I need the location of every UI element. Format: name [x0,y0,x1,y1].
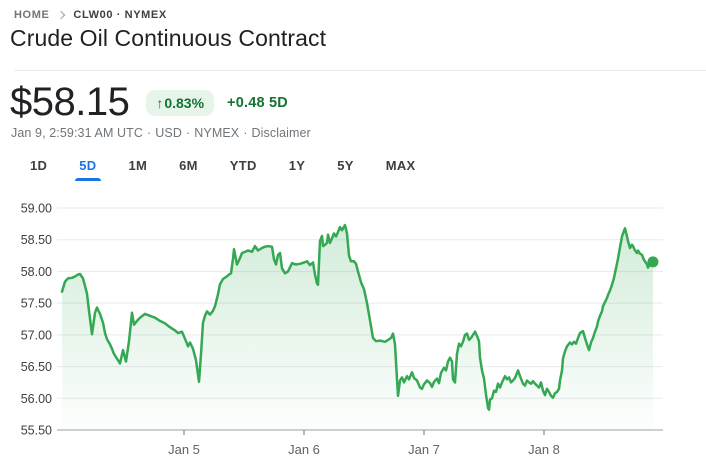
tab-ytd[interactable]: YTD [214,150,273,181]
tab-5y[interactable]: 5Y [321,150,370,181]
meta-separator: · [186,126,191,140]
tab-ytd-label: YTD [229,158,257,173]
x-axis-label: Jan 8 [528,442,560,457]
price-chart-svg[interactable]: 59.00 58.50 58.00 57.50 57.00 56.50 56.00 55.50… [0,195,706,467]
price-chart[interactable]: 59.00 58.50 58.00 57.50 57.00 56.50 56.00 55.50… [0,195,706,467]
breadcrumb-home-link[interactable]: HOME [14,9,50,21]
y-axis-label: 58.50 [21,233,52,247]
quote-exchange: NYMEX [194,126,240,140]
x-axis-label: Jan 5 [168,442,200,457]
current-price: $58.15 [10,80,130,124]
change-absolute: +0.48 5D [227,94,288,111]
y-axis-label: 57.00 [21,328,52,342]
tab-5d[interactable]: 5D [63,150,112,181]
tab-underline [74,178,101,181]
quote-timestamp: Jan 9, 2:59:31 AM UTC [11,126,144,140]
tab-6m[interactable]: 6M [163,150,214,181]
disclaimer-link[interactable]: Disclaimer [251,126,311,140]
tab-1m[interactable]: 1M [112,150,163,181]
tab-1m-label: 1M [128,158,148,173]
tab-5d-label: 5D [79,158,97,173]
price-line [60,223,655,411]
quote-summary: $58.15 ↑ 0.83% +0.48 5D [10,80,288,125]
x-axis-label: Jan 7 [408,442,440,457]
y-axis-label: 57.50 [21,297,52,311]
tab-1y[interactable]: 1Y [273,150,322,181]
y-axis-label: 58.00 [21,265,52,279]
tab-max[interactable]: MAX [370,150,432,181]
tab-1d-label: 1D [30,158,48,173]
meta-separator: · [243,126,248,140]
tab-1y-label: 1Y [288,158,306,173]
x-axis-label: Jan 6 [288,442,320,457]
breadcrumb-symbol: CLW00 · NYMEX [73,9,167,21]
quote-currency: USD [155,126,182,140]
chevron-right-icon [57,10,66,20]
tab-5y-label: 5Y [337,158,354,173]
arrow-up-icon: ↑ [156,94,164,111]
y-axis-label: 56.50 [21,360,52,374]
y-axis-label: 59.00 [21,202,52,216]
breadcrumb: HOME CLW00 · NYMEX [14,9,167,21]
tab-6m-label: 6M [179,158,198,173]
y-axis-label: 55.50 [21,424,52,438]
page-title: Crude Oil Continuous Contract [10,25,327,51]
change-percent-value: 0.83% [164,94,205,111]
price-area [62,225,653,431]
y-axis-label: 56.00 [21,392,52,406]
range-tabs: 1D 5D 1M 6M YTD 1Y 5Y MAX [14,150,432,181]
quote-meta: Jan 9, 2:59:31 AM UTC · USD · NYMEX · Di… [11,126,311,140]
last-price-marker [647,256,659,268]
meta-separator: · [147,126,152,140]
title-divider [14,70,706,71]
tab-max-label: MAX [385,158,416,173]
tab-1d[interactable]: 1D [14,150,63,181]
change-percent-badge: ↑ 0.83% [146,89,215,116]
